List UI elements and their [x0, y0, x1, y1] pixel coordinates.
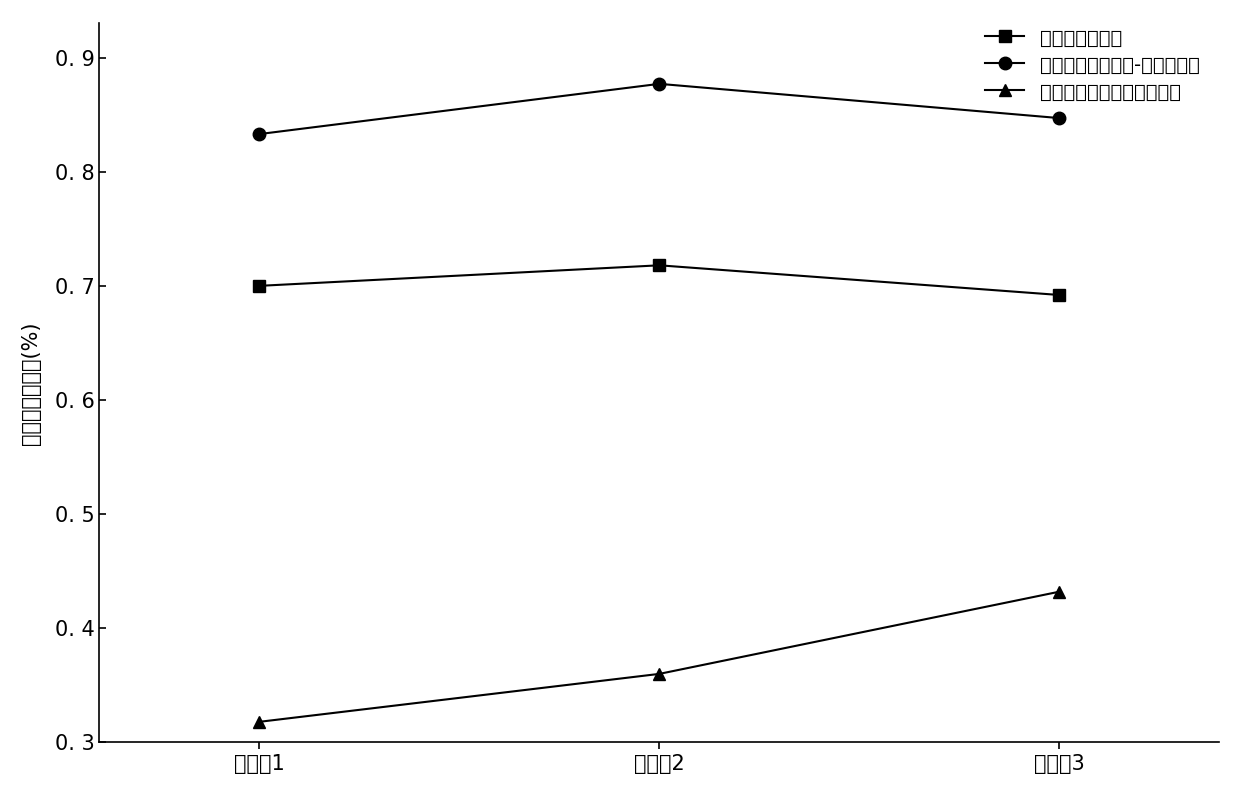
单一低温等离子体处理提取	[252, 717, 267, 727]
单一低温等离子体处理提取	[652, 669, 667, 679]
单一复合酶提取	[652, 261, 667, 270]
单一低温等离子体处理提取	[1052, 587, 1066, 596]
Y-axis label: 人参叶多酚得率(%): 人参叶多酚得率(%)	[21, 321, 41, 444]
单一复合酶提取	[1052, 290, 1066, 300]
Line: 单一复合酶提取: 单一复合酶提取	[254, 260, 1065, 301]
Line: 单一低温等离子体处理提取: 单一低温等离子体处理提取	[253, 585, 1065, 728]
低温等离子体处理-复合酶提取	[652, 79, 667, 88]
低温等离子体处理-复合酶提取	[1052, 114, 1066, 123]
Legend: 单一复合酶提取, 低温等离子体处理-复合酶提取, 单一低温等离子体处理提取: 单一复合酶提取, 低温等离子体处理-复合酶提取, 单一低温等离子体处理提取	[976, 19, 1209, 112]
单一复合酶提取	[252, 281, 267, 291]
Line: 低温等离子体处理-复合酶提取: 低温等离子体处理-复合酶提取	[253, 78, 1065, 140]
低温等离子体处理-复合酶提取	[252, 130, 267, 139]
